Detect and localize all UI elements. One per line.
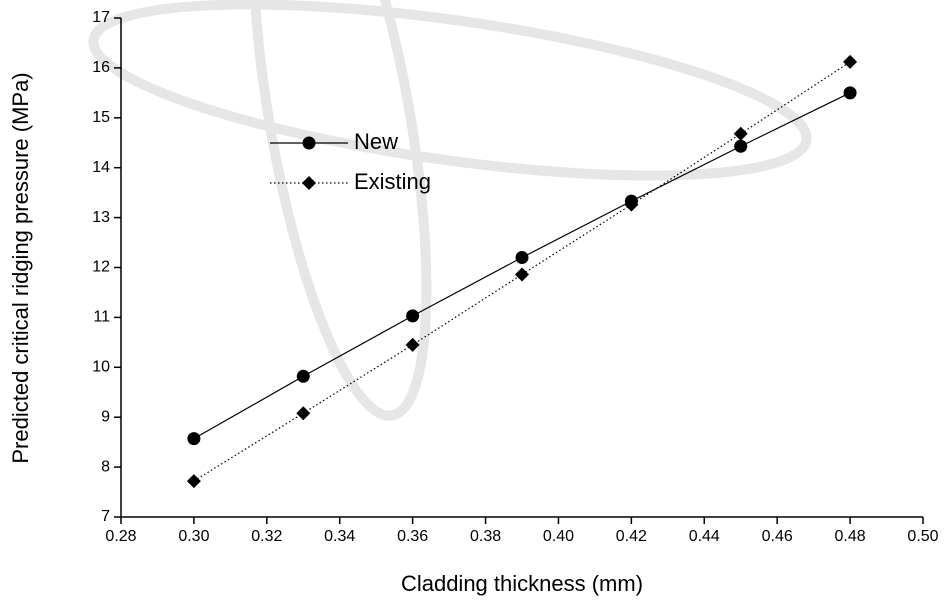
marker <box>843 54 858 69</box>
marker <box>733 126 748 141</box>
x-tick-label: 0.42 <box>616 528 647 545</box>
x-tick-label: 0.46 <box>762 528 793 545</box>
x-tick-label: 0.48 <box>835 528 866 545</box>
x-tick-label: 0.34 <box>324 528 355 545</box>
marker <box>734 139 748 153</box>
y-tick-label: 12 <box>92 259 110 276</box>
marker <box>515 267 529 282</box>
y-tick-label: 10 <box>92 359 110 376</box>
marker <box>405 337 420 352</box>
y-axis-title: Predicted critical ridging pressure (MPa… <box>8 72 33 463</box>
legend-label: Existing <box>354 169 431 194</box>
legend-marker <box>302 176 316 190</box>
y-tick-label: 15 <box>92 109 110 126</box>
legend-label: New <box>354 129 398 154</box>
marker <box>406 309 420 323</box>
marker <box>624 197 639 212</box>
marker <box>296 406 311 421</box>
x-tick-label: 0.28 <box>105 528 136 545</box>
series-line <box>193 92 851 440</box>
y-tick-label: 16 <box>92 59 110 76</box>
x-tick-label: 0.30 <box>178 528 209 545</box>
y-tick-label: 17 <box>92 9 110 26</box>
y-tick-label: 8 <box>101 458 110 475</box>
x-axis-title: Cladding thickness (mm) <box>401 571 643 596</box>
y-tick-label: 14 <box>92 159 110 176</box>
y-tick-label: 9 <box>101 408 110 425</box>
x-tick-label: 0.40 <box>543 528 574 545</box>
y-tick-label: 7 <box>101 508 110 525</box>
marker <box>515 251 529 265</box>
legend-marker <box>302 136 316 150</box>
y-tick-label: 13 <box>92 209 110 226</box>
marker <box>843 86 857 100</box>
marker <box>186 474 201 489</box>
watermark <box>88 0 812 421</box>
x-tick-label: 0.44 <box>689 528 720 545</box>
y-tick-label: 11 <box>93 309 110 326</box>
marker <box>296 369 310 383</box>
x-tick-label: 0.50 <box>907 528 938 545</box>
x-tick-label: 0.32 <box>251 528 282 545</box>
x-tick-label: 0.38 <box>470 528 501 545</box>
marker <box>187 432 201 446</box>
x-tick-label: 0.36 <box>397 528 428 545</box>
